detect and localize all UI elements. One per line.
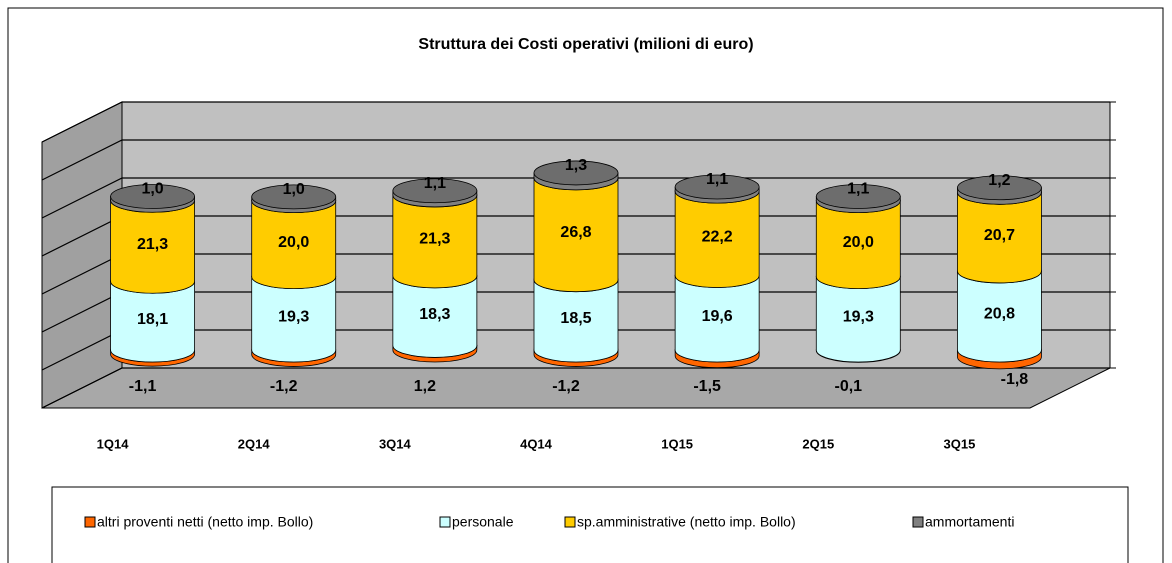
legend-box (51, 486, 1129, 563)
data-label: 20,8 (984, 306, 1015, 323)
data-label: 20,0 (278, 234, 309, 251)
segment-top (110, 184, 195, 209)
data-label: 20,7 (984, 227, 1015, 244)
cylinder-segment (110, 199, 195, 294)
legend-swatch (564, 516, 576, 528)
grid-line (41, 139, 1110, 181)
x-tick-label: 3Q14 (379, 436, 412, 451)
cylinder-segment (957, 270, 1042, 363)
data-label: 18,5 (560, 310, 591, 327)
x-tick-label: 3Q15 (944, 436, 976, 451)
legend-swatch (439, 516, 451, 528)
grid-line (41, 101, 1110, 143)
cylinder-segment (815, 200, 901, 290)
cylinder-segment (533, 279, 619, 363)
segment-top (392, 178, 478, 204)
chart-title: Struttura dei Costi operativi (milioni d… (418, 36, 753, 53)
grid-line (41, 177, 1110, 219)
segment-top (815, 184, 901, 209)
data-label: 19,3 (843, 309, 874, 326)
data-label: 19,3 (278, 309, 309, 326)
data-label: 1,1 (424, 175, 446, 192)
data-label: 1,0 (141, 181, 163, 198)
data-label: -1,5 (693, 378, 721, 395)
legend-label: personale (452, 514, 514, 530)
x-tick-label: 1Q14 (97, 436, 130, 451)
cylinder-segment (251, 200, 337, 290)
data-label: -0,1 (834, 378, 862, 395)
cylinder-segment (674, 190, 760, 288)
data-label: 20,0 (843, 234, 874, 251)
data-label: 1,1 (706, 171, 728, 188)
legend-swatch (84, 516, 96, 528)
data-label: 1,2 (414, 378, 436, 395)
x-tick-label: 1Q15 (661, 436, 693, 451)
cylinder-segment (815, 276, 901, 363)
x-tick-label: 2Q14 (238, 436, 271, 451)
legend-label: altri proventi netti (netto imp. Bollo) (97, 514, 313, 530)
side-wall (41, 101, 123, 409)
x-tick-label: 4Q14 (520, 436, 553, 451)
data-label: -1,2 (552, 378, 580, 395)
data-label: 1,0 (283, 181, 305, 198)
data-label: 1,3 (565, 157, 587, 174)
cylinder-segment (110, 280, 195, 363)
data-label: 18,1 (137, 311, 168, 328)
data-label: 19,6 (702, 308, 733, 325)
cylinder-segment (674, 275, 760, 363)
segment-top (957, 175, 1042, 201)
cylinder-segment (392, 194, 478, 289)
segment-top (251, 184, 337, 210)
segment-top (674, 174, 760, 200)
x-tick-label: 2Q15 (802, 436, 834, 451)
data-label: 18,3 (419, 306, 450, 323)
grid-line (41, 367, 1110, 409)
data-label: 1,2 (988, 172, 1010, 189)
data-label: 21,3 (419, 231, 450, 248)
cylinder-segment (957, 191, 1042, 284)
data-label: 1,1 (847, 181, 869, 198)
data-label: -1,2 (270, 378, 298, 395)
cylinder-segment (392, 275, 478, 358)
data-label: 26,8 (560, 224, 591, 241)
data-label: -1,1 (129, 378, 157, 395)
legend-label: ammortamenti (925, 514, 1014, 530)
legend-label: sp.amministrative (netto imp. Bollo) (577, 514, 796, 530)
legend-swatch (912, 516, 924, 528)
cylinder-segment (533, 177, 619, 293)
cylinder-segment (251, 276, 337, 363)
segment-top (533, 160, 619, 186)
data-label: -1,8 (1001, 371, 1029, 388)
data-label: 21,3 (137, 236, 168, 253)
data-label: 22,2 (702, 229, 733, 246)
